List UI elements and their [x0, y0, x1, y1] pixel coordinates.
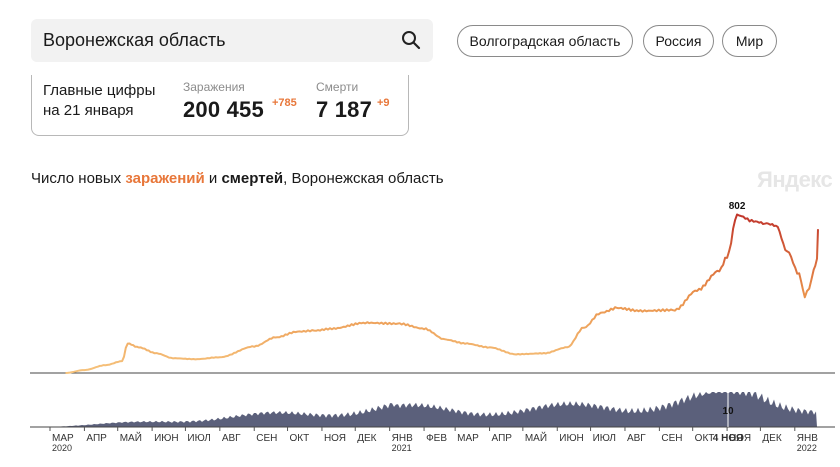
deaths-delta: +9	[377, 97, 390, 109]
x-tick-label: АВГ	[222, 433, 241, 444]
chip-volgograd[interactable]: Волгоградская область	[457, 25, 633, 57]
chart-title-middle: и	[204, 170, 222, 187]
x-year-label: 2020	[52, 443, 72, 453]
x-tick-label: ОКТ	[290, 433, 310, 444]
peak-label: 802	[729, 201, 746, 212]
stats-title: Главные цифры на 21 января	[43, 81, 155, 121]
x-tick-label: МАР	[52, 433, 74, 444]
x-tick-label: АПР	[492, 433, 513, 444]
stats-card: Главные цифры на 21 января Заражения 200…	[31, 75, 409, 136]
search-input[interactable]: Воронежская область	[43, 30, 226, 50]
x-tick-label: МАЙ	[120, 431, 142, 444]
chip-russia[interactable]: Россия	[643, 25, 714, 57]
chart-title-prefix: Число новых	[31, 170, 126, 187]
chart-title: Число новых заражений и смертей, Воронеж…	[31, 170, 444, 187]
x-tick-label: ДЕК	[357, 433, 376, 444]
deaths-label: Смерти	[316, 80, 359, 94]
infections-label: Заражения	[183, 80, 245, 94]
stats-title-line2: на 21 января	[43, 102, 134, 119]
x-tick-label: ЯНВ	[797, 433, 818, 444]
chart-title-infections: заражений	[125, 170, 205, 187]
x-year-label: 2022	[797, 443, 817, 453]
x-tick-label: ИЮЛ	[187, 433, 210, 444]
stats-title-line1: Главные цифры	[43, 82, 156, 99]
chart-title-deaths: смертей	[221, 170, 284, 187]
cases-chart[interactable]: 802 10 МАР АПР МАЙ ИЮН ИЮЛ АВГ СЕН ОКТ НОЯ ДЕК ЯНВ ФЕ…	[0, 195, 840, 467]
x-tick-label: ФЕВ	[426, 433, 447, 444]
deaths-value: 7 187	[316, 97, 373, 122]
x-year-label: 2021	[392, 443, 412, 453]
chart-title-suffix: , Воронежская область	[283, 170, 444, 187]
x-tick-label: ОКТ	[695, 433, 715, 444]
deaths-peak-label: 10	[722, 406, 734, 417]
search-icon[interactable]	[401, 30, 421, 50]
search-box[interactable]: Воронежская область	[31, 19, 433, 62]
x-tick-label: НОЯ	[729, 433, 751, 444]
x-tick-label: СЕН	[661, 433, 682, 444]
x-tick-label: ДЕК	[762, 433, 781, 444]
x-tick-label: МАЙ	[525, 431, 547, 444]
x-tick-label: СЕН	[256, 433, 277, 444]
x-tick-label: НОЯ	[324, 433, 346, 444]
chip-world[interactable]: Мир	[722, 25, 777, 57]
x-tick-label: ИЮЛ	[593, 433, 616, 444]
x-tick-label: АВГ	[627, 433, 646, 444]
x-tick-label: ИЮН	[559, 433, 584, 444]
infections-line	[65, 213, 819, 374]
yandex-watermark: Яндекс	[757, 167, 833, 192]
hover-date-label: 4 НОЯ	[713, 433, 743, 444]
infections-value: 200 455	[183, 97, 264, 122]
x-tick-label: АПР	[86, 433, 107, 444]
deaths-area	[50, 392, 817, 427]
x-tick-label: ЯНВ	[392, 433, 413, 444]
x-tick-label: ИЮН	[154, 433, 179, 444]
infections-delta: +785	[272, 97, 297, 109]
x-tick-label: МАР	[457, 433, 479, 444]
